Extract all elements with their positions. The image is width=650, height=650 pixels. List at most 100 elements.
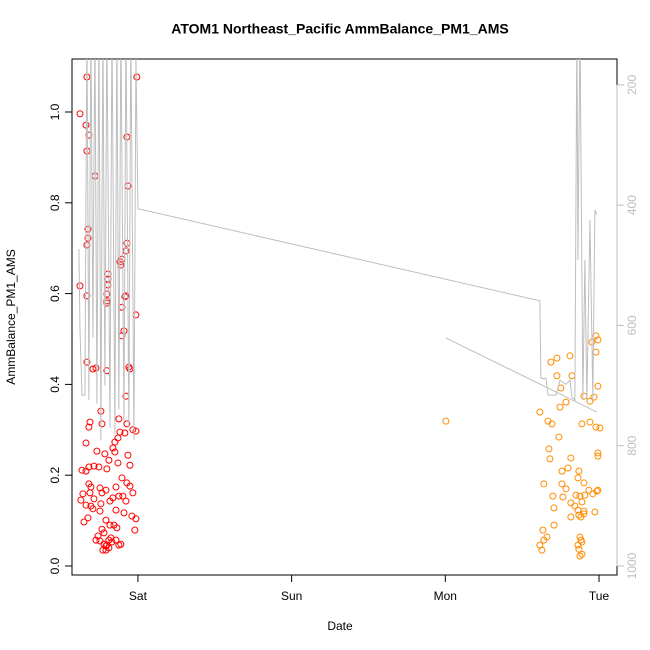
point: [86, 418, 94, 426]
point: [594, 452, 602, 460]
point: [93, 447, 101, 455]
point: [594, 486, 602, 494]
y-tick-label: 0.6: [48, 285, 62, 302]
point: [126, 365, 134, 373]
point: [103, 465, 111, 473]
point: [89, 505, 97, 513]
point: [566, 352, 574, 360]
point: [91, 172, 99, 180]
point: [550, 504, 558, 512]
point: [124, 451, 132, 459]
point: [96, 537, 104, 545]
point: [575, 467, 583, 475]
point: [578, 538, 586, 546]
point: [85, 480, 93, 488]
point: [77, 496, 85, 504]
point: [118, 474, 126, 482]
chart-title: ATOM1 Northeast_Pacific AmmBalance_PM1_A…: [171, 21, 508, 37]
point: [116, 428, 124, 436]
point: [121, 429, 129, 437]
point: [100, 529, 108, 537]
point: [548, 420, 556, 428]
point: [108, 538, 116, 546]
x-axis-label: Date: [327, 619, 353, 633]
point: [115, 415, 123, 423]
point: [562, 398, 570, 406]
point: [106, 521, 114, 529]
point: [115, 492, 123, 500]
point: [567, 513, 575, 521]
point: [114, 459, 122, 467]
point: [98, 420, 106, 428]
point: [90, 462, 98, 470]
point: [586, 418, 594, 426]
y-tick-label: 0.4: [48, 376, 62, 393]
point: [567, 454, 575, 462]
point: [577, 536, 585, 544]
point: [78, 466, 86, 474]
point: [113, 524, 121, 532]
point: [576, 492, 584, 500]
point: [572, 491, 580, 499]
point: [536, 408, 544, 416]
x-tick-label: Sun: [281, 589, 302, 603]
point: [553, 354, 561, 362]
y2-tick-label: 600: [625, 315, 639, 335]
point: [96, 507, 104, 515]
point: [559, 493, 567, 501]
point: [82, 439, 90, 447]
y2-tick-label: 800: [625, 435, 639, 455]
point: [117, 540, 125, 548]
point: [89, 365, 97, 373]
point: [546, 455, 554, 463]
point: [109, 444, 117, 452]
point: [540, 480, 548, 488]
point: [97, 500, 105, 508]
point: [82, 501, 90, 509]
point: [586, 397, 594, 405]
plot-box: [71, 58, 618, 576]
point: [574, 541, 582, 549]
point: [575, 545, 583, 553]
y-tick-label: 0.8: [48, 194, 62, 211]
point: [112, 536, 120, 544]
point: [102, 546, 110, 554]
y-tick-label: 1.0: [48, 103, 62, 120]
point: [585, 486, 593, 494]
point: [90, 495, 98, 503]
point: [114, 434, 122, 442]
point: [123, 420, 131, 428]
point: [83, 241, 91, 249]
point: [126, 482, 134, 490]
point: [571, 502, 579, 510]
point: [550, 521, 558, 529]
point: [539, 526, 547, 534]
point: [547, 358, 555, 366]
point: [132, 427, 140, 435]
point: [103, 299, 111, 307]
y-axis-label: AmmBalance_PM1_AMS: [4, 249, 18, 384]
point: [590, 393, 598, 401]
point: [102, 516, 110, 524]
point: [105, 456, 113, 464]
point: [592, 332, 600, 340]
y-tick-label: 0.0: [48, 557, 62, 574]
point: [76, 282, 84, 290]
point: [596, 424, 604, 432]
point: [578, 498, 586, 506]
point: [594, 449, 602, 457]
point: [112, 483, 120, 491]
point: [580, 479, 588, 487]
point: [106, 497, 114, 505]
point: [591, 508, 599, 516]
x-tick-label: Sat: [129, 589, 148, 603]
point: [103, 297, 111, 305]
point: [594, 382, 602, 390]
point: [555, 433, 563, 441]
point: [442, 417, 450, 425]
point: [101, 450, 109, 458]
point: [79, 490, 87, 498]
point: [580, 510, 588, 518]
point: [76, 110, 84, 118]
point: [95, 463, 103, 471]
